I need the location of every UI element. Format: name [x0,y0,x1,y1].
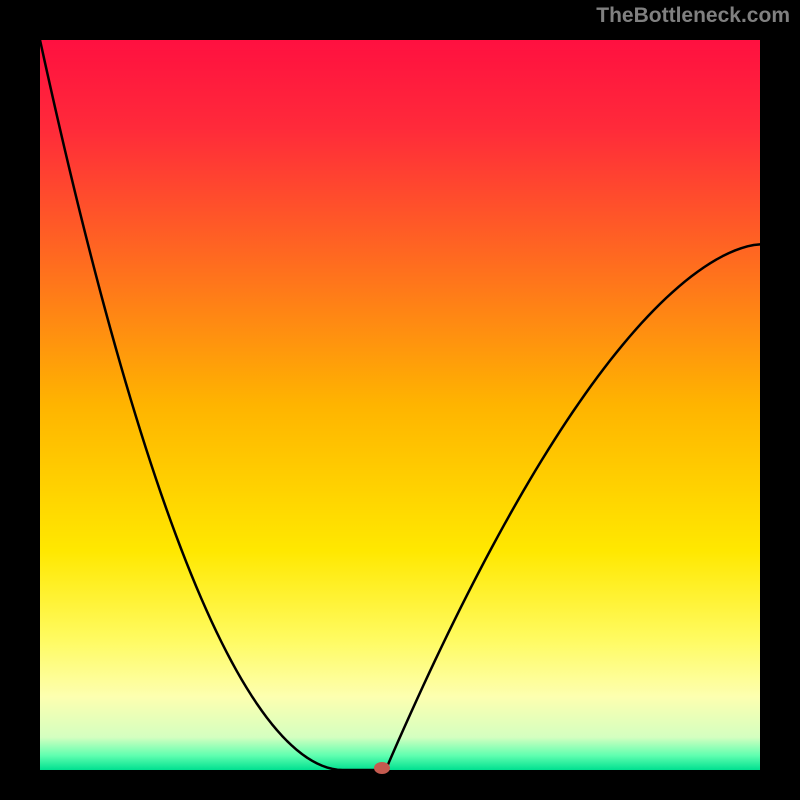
watermark-text: TheBottleneck.com [596,4,790,28]
chart-svg [0,0,800,800]
optimal-point-marker [374,762,390,774]
bottleneck-chart: TheBottleneck.com [0,0,800,800]
plot-background [40,40,760,770]
